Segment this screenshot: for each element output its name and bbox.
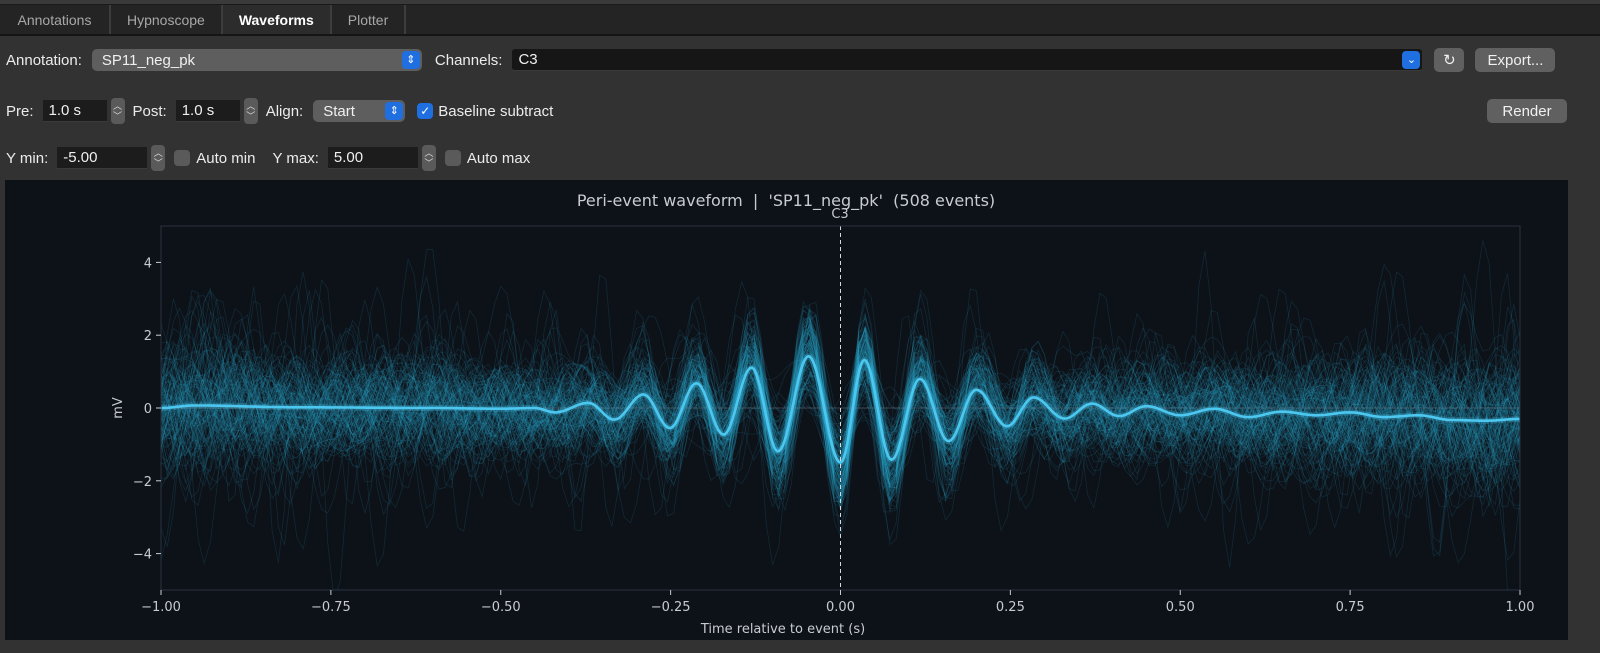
pre-input[interactable]: 1.0 s bbox=[42, 100, 107, 122]
render-button[interactable]: Render bbox=[1487, 99, 1567, 123]
post-label: Post: bbox=[132, 102, 167, 120]
updown-chevron-icon: ⇕ bbox=[401, 51, 420, 69]
auto-max-label: Auto max bbox=[466, 149, 531, 167]
event-trace bbox=[161, 356, 1520, 480]
annotation-value: SP11_neg_pk bbox=[101, 51, 196, 69]
event-trace bbox=[161, 273, 1520, 543]
x-tick-label: 0.00 bbox=[826, 600, 855, 615]
event-trace bbox=[161, 350, 1520, 474]
event-trace bbox=[161, 344, 1520, 493]
updown-chevron-icon: ⇕ bbox=[385, 102, 404, 120]
tab-waveforms[interactable]: Waveforms bbox=[222, 5, 332, 34]
x-tick-label: −0.75 bbox=[311, 600, 351, 615]
baseline-subtract-checkbox[interactable]: ✓ bbox=[417, 103, 434, 119]
event-trace bbox=[161, 311, 1520, 500]
event-traces bbox=[161, 240, 1520, 590]
event-trace bbox=[161, 358, 1520, 492]
y-axis-label: mV bbox=[111, 397, 126, 419]
channels-value: C3 bbox=[518, 51, 538, 68]
x-tick-label: −1.00 bbox=[141, 600, 181, 615]
align-select[interactable]: Start ⇕ bbox=[313, 100, 406, 122]
x-tick-label: −0.50 bbox=[481, 600, 521, 615]
event-trace bbox=[161, 325, 1520, 481]
event-trace bbox=[161, 361, 1520, 461]
tab-bar: Annotations Hypnoscope Waveforms Plotter bbox=[0, 5, 1600, 36]
window-top-edge bbox=[0, 0, 1600, 5]
waveform-figure: Peri-event waveform | 'SP11_neg_pk' (508… bbox=[5, 180, 1568, 640]
event-trace bbox=[161, 330, 1520, 500]
align-label: Align: bbox=[265, 102, 304, 120]
event-trace bbox=[161, 308, 1520, 511]
x-tick-label: 0.50 bbox=[1166, 600, 1195, 615]
event-trace bbox=[161, 330, 1520, 496]
annotation-select[interactable]: SP11_neg_pk ⇕ bbox=[91, 49, 422, 71]
event-trace bbox=[161, 353, 1520, 465]
ymin-stepper[interactable]: ︿ ﹀ bbox=[151, 145, 166, 171]
waveform-chart: Peri-event waveform | 'SP11_neg_pk' (508… bbox=[111, 191, 1535, 637]
y-tick-label: 2 bbox=[144, 329, 152, 344]
y-tick-label: 4 bbox=[144, 256, 152, 271]
pre-label: Pre: bbox=[6, 102, 34, 120]
post-stepper[interactable]: ︿ ﹀ bbox=[243, 98, 258, 124]
event-trace bbox=[161, 328, 1520, 500]
event-trace bbox=[161, 313, 1520, 505]
x-tick-label: −0.25 bbox=[651, 600, 691, 615]
event-trace bbox=[161, 336, 1520, 485]
event-trace bbox=[161, 339, 1520, 485]
auto-min-label: Auto min bbox=[196, 149, 256, 167]
event-trace bbox=[161, 318, 1520, 506]
event-trace bbox=[161, 324, 1520, 505]
event-trace bbox=[161, 326, 1520, 526]
chart-subtitle: C3 bbox=[831, 207, 848, 222]
event-trace bbox=[161, 326, 1520, 489]
chart-title: Peri-event waveform | 'SP11_neg_pk' (508… bbox=[577, 191, 995, 211]
event-trace bbox=[161, 314, 1520, 512]
post-input[interactable]: 1.0 s bbox=[175, 100, 240, 122]
refresh-icon: ↻ bbox=[1443, 52, 1456, 69]
tab-hypnoscope[interactable]: Hypnoscope bbox=[111, 5, 223, 34]
export-button[interactable]: Export... bbox=[1475, 48, 1556, 72]
pre-stepper[interactable]: ︿ ﹀ bbox=[110, 98, 125, 124]
event-trace bbox=[161, 329, 1520, 509]
refresh-button[interactable]: ↻ bbox=[1434, 48, 1465, 72]
event-trace bbox=[161, 240, 1508, 590]
event-trace bbox=[161, 340, 1520, 490]
ymax-label: Y max: bbox=[272, 149, 319, 167]
event-trace bbox=[161, 289, 1520, 542]
x-tick-label: 0.75 bbox=[1336, 600, 1365, 615]
y-tick-label: −2 bbox=[133, 475, 152, 490]
checkmark-icon: ✓ bbox=[420, 104, 431, 118]
auto-max-checkbox[interactable] bbox=[444, 150, 461, 166]
ymin-label: Y min: bbox=[6, 149, 49, 167]
event-trace bbox=[161, 361, 1520, 471]
y-tick-label: 0 bbox=[144, 402, 152, 417]
y-tick-label: −4 bbox=[133, 548, 152, 563]
x-tick-label: 1.00 bbox=[1506, 600, 1535, 615]
auto-min-checkbox[interactable] bbox=[174, 150, 191, 166]
event-trace bbox=[161, 347, 1520, 475]
chevron-down-icon: ⌄ bbox=[1402, 51, 1421, 69]
axes: −1.00 −0.75 −0.50 −0.25 0.00 0.25 0.50 0.75 1.00… bbox=[133, 225, 1535, 615]
x-tick-label: 0.25 bbox=[996, 600, 1025, 615]
channels-label: Channels: bbox=[434, 51, 503, 69]
mean-waveform-line bbox=[161, 354, 1520, 465]
tab-plotter[interactable]: Plotter bbox=[332, 5, 407, 34]
event-trace bbox=[161, 310, 1520, 505]
x-axis-label: Time relative to event (s) bbox=[700, 622, 865, 637]
align-value: Start bbox=[323, 102, 355, 120]
channels-select[interactable]: C3 ⌄ bbox=[512, 49, 1423, 71]
event-trace bbox=[161, 355, 1520, 480]
event-trace bbox=[161, 325, 1520, 504]
event-trace bbox=[161, 350, 1520, 477]
event-trace bbox=[161, 305, 1520, 501]
ymax-stepper[interactable]: ︿ ﹀ bbox=[421, 145, 436, 171]
ymin-input[interactable]: -5.00 bbox=[57, 147, 148, 169]
annotation-label: Annotation: bbox=[6, 51, 82, 69]
tab-annotations[interactable]: Annotations bbox=[0, 5, 111, 34]
event-trace bbox=[161, 332, 1520, 500]
baseline-subtract-label: Baseline subtract bbox=[438, 102, 554, 120]
ymax-input[interactable]: 5.00 bbox=[327, 147, 418, 169]
